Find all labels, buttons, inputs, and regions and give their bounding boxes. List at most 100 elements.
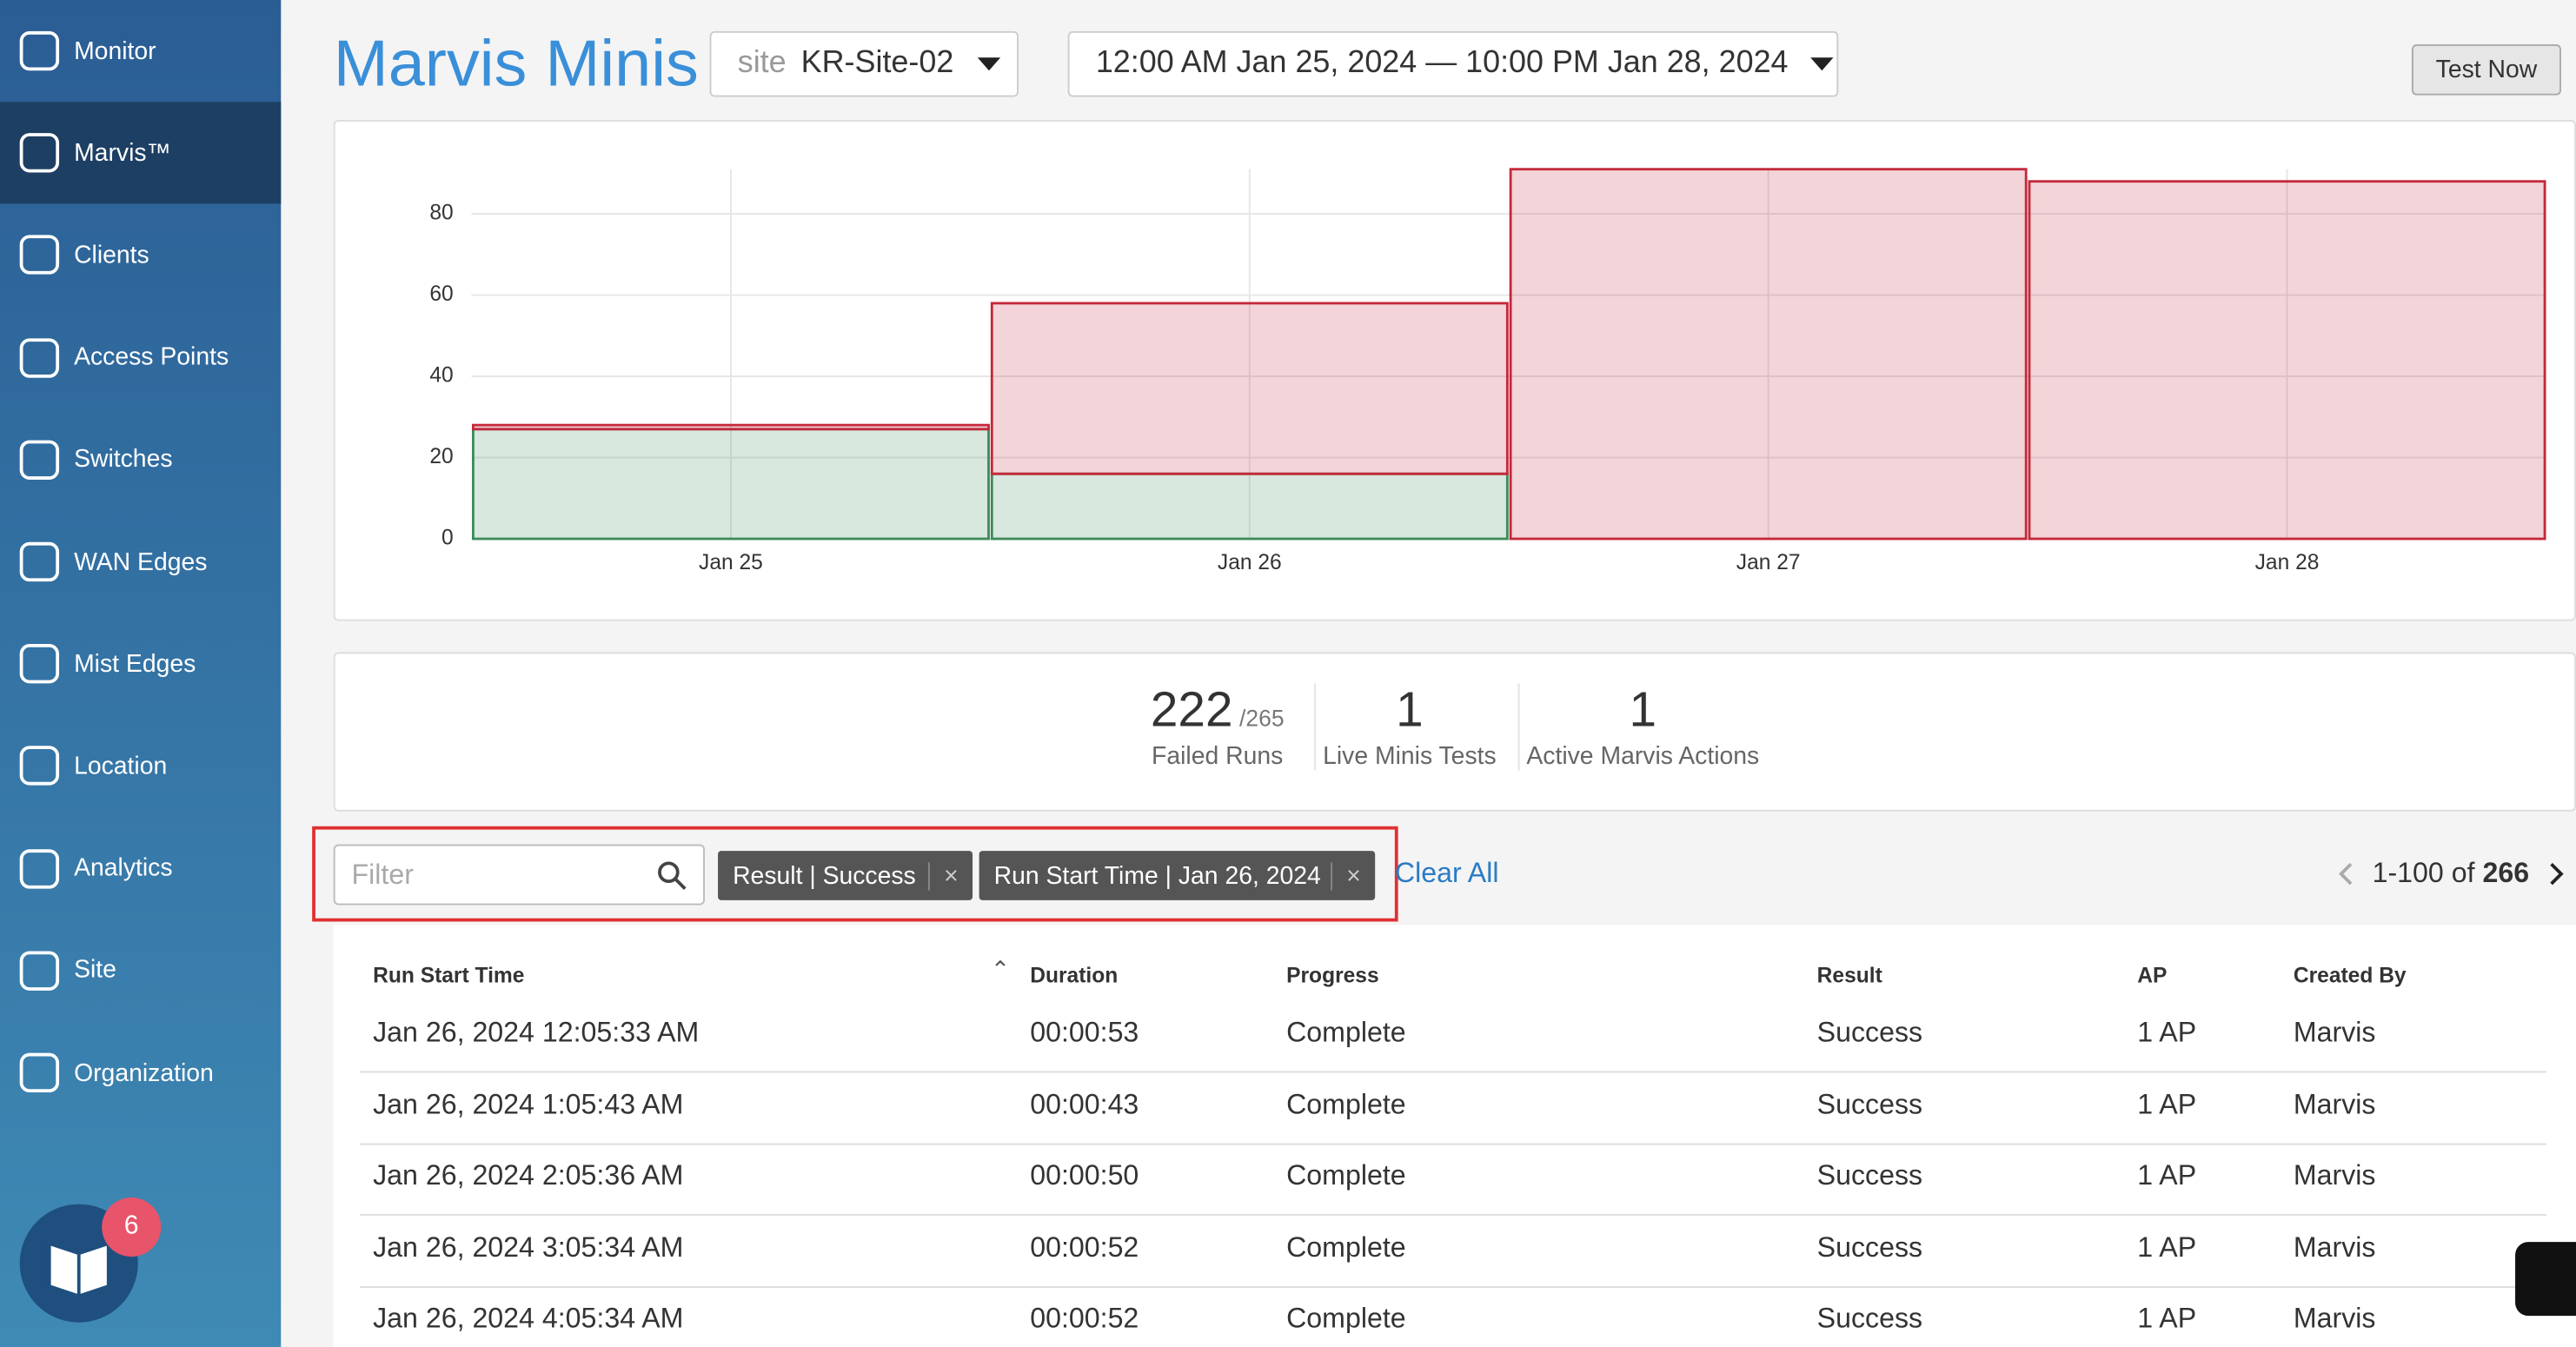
stat-value-row: 222/265 bbox=[1150, 683, 1285, 739]
cell: Success bbox=[1816, 1017, 1923, 1049]
nav-item[interactable]: Marvis™ bbox=[0, 102, 282, 204]
icon-shape bbox=[19, 848, 60, 888]
nav-icon bbox=[19, 951, 60, 991]
column-header[interactable]: Duration bbox=[1030, 962, 1119, 988]
nav-label: Access Points bbox=[74, 343, 229, 372]
filter-chip: Result | Success × bbox=[718, 851, 973, 900]
cell: Jan 26, 2024 1:05:43 AM bbox=[373, 1088, 684, 1120]
y-tick-label: 60 bbox=[429, 282, 453, 306]
column-header[interactable]: Run Start Time bbox=[373, 962, 525, 988]
stats-panel: 222/265 Failed Runs 1 Live Minis Tests 1 Acti… bbox=[333, 652, 2576, 812]
nav-item[interactable]: Switches bbox=[0, 408, 281, 510]
y-tick-label: 20 bbox=[429, 445, 453, 468]
nav-label: Analytics bbox=[74, 854, 173, 883]
nav-label: Location bbox=[74, 752, 168, 780]
site-dropdown[interactable]: site KR-Site-02 bbox=[709, 30, 1019, 97]
badge: 6 bbox=[102, 1198, 162, 1257]
nav-icon bbox=[19, 746, 60, 786]
filter-input[interactable]: Filter bbox=[333, 844, 705, 906]
prev-page[interactable] bbox=[2336, 861, 2356, 887]
filter-placeholder: Filter bbox=[351, 858, 414, 890]
cell: Complete bbox=[1286, 1159, 1406, 1191]
stat: 222/265 Failed Runs bbox=[1150, 683, 1285, 770]
date-range-dropdown[interactable]: 12:00 AM Jan 25, 2024 — 10:00 PM Jan 28,… bbox=[1067, 30, 1839, 97]
chip-remove[interactable]: × bbox=[1331, 861, 1375, 890]
icon-shape bbox=[19, 30, 60, 71]
nav-item[interactable]: Site bbox=[0, 919, 281, 1021]
cell: Jan 26, 2024 12:05:33 AM bbox=[373, 1017, 700, 1049]
cell: Jan 26, 2024 3:05:34 AM bbox=[373, 1231, 684, 1263]
chat-button[interactable] bbox=[2515, 1242, 2576, 1317]
chip-remove[interactable]: × bbox=[928, 861, 973, 890]
row-divider bbox=[359, 1213, 2546, 1216]
nav-label: Organization bbox=[74, 1058, 214, 1087]
nav-label: Clients bbox=[74, 241, 149, 269]
y-tick-label: 80 bbox=[429, 202, 453, 225]
caret bbox=[976, 57, 1000, 71]
chip-label: Run Start Time | Jan 26, 2024 bbox=[993, 861, 1321, 890]
nav-item[interactable]: Mist Edges bbox=[0, 613, 281, 714]
bar-segment bbox=[1509, 168, 2028, 541]
cell: 00:00:43 bbox=[1030, 1088, 1139, 1120]
bar-segment bbox=[471, 428, 990, 541]
cell: 1 AP bbox=[2137, 1231, 2197, 1263]
cell: Marvis bbox=[2293, 1159, 2376, 1191]
nav-icon bbox=[19, 337, 60, 378]
page-range: 1-100 of bbox=[2372, 857, 2475, 889]
nav-item[interactable]: Location bbox=[0, 715, 281, 817]
icon-shape bbox=[19, 951, 60, 991]
table-panel bbox=[333, 925, 2576, 1347]
search-icon bbox=[658, 860, 687, 890]
chart: 0 20 40 60 80 Jan 25 Jan 26 Jan 27 Jan 28 bbox=[429, 168, 2546, 574]
bar-segment bbox=[2028, 180, 2546, 541]
nav-label: Switches bbox=[74, 445, 173, 474]
cell: 00:00:53 bbox=[1030, 1017, 1139, 1049]
stat-value: 222 bbox=[1150, 683, 1233, 738]
stat-value-row: 1 bbox=[1520, 683, 1767, 739]
nav-item[interactable]: Access Points bbox=[0, 307, 281, 408]
nav-icon bbox=[19, 30, 60, 71]
x-tick-label: Jan 27 bbox=[1736, 551, 1801, 574]
nav-item[interactable]: WAN Edges bbox=[0, 511, 281, 613]
column-header[interactable]: Created By bbox=[2293, 962, 2407, 988]
x-tick-label: Jan 28 bbox=[2255, 551, 2320, 574]
cell: 1 AP bbox=[2137, 1017, 2197, 1049]
cell: Marvis bbox=[2293, 1231, 2376, 1263]
nav-label: WAN Edges bbox=[74, 547, 208, 576]
cell: Complete bbox=[1286, 1017, 1406, 1049]
chip-label: Result | Success bbox=[733, 861, 916, 890]
bar-segment bbox=[990, 302, 1509, 475]
next-page[interactable] bbox=[2546, 861, 2566, 887]
y-tick-label: 40 bbox=[429, 364, 453, 388]
nav-icon bbox=[19, 1052, 60, 1093]
site-value: KR-Site-02 bbox=[800, 45, 954, 81]
cell: Success bbox=[1816, 1303, 1923, 1334]
icon-shape bbox=[19, 440, 60, 480]
column-header[interactable]: Result bbox=[1816, 962, 1882, 988]
cell: Success bbox=[1816, 1231, 1923, 1263]
column-header[interactable]: Progress bbox=[1286, 962, 1379, 988]
nav-icon bbox=[19, 644, 60, 684]
stat-label: Active Marvis Actions bbox=[1526, 742, 1760, 771]
clear-all[interactable]: Clear All bbox=[1394, 857, 1499, 889]
cell: 00:00:50 bbox=[1030, 1159, 1139, 1191]
nav-item[interactable]: Clients bbox=[0, 204, 281, 306]
nav-icon bbox=[19, 236, 60, 275]
bar-segment bbox=[471, 423, 990, 431]
column-header[interactable]: AP bbox=[2137, 962, 2168, 988]
cell: Complete bbox=[1286, 1231, 1406, 1263]
y-tick-label: 0 bbox=[442, 527, 454, 550]
filter-chip: Run Start Time | Jan 26, 2024 × bbox=[979, 851, 1376, 900]
x-tick-label: Jan 26 bbox=[1218, 551, 1282, 574]
icon-shape bbox=[19, 541, 60, 582]
test-now-button[interactable]: Test Now bbox=[2411, 44, 2561, 96]
icon-shape bbox=[19, 644, 60, 684]
sort-icon: ⌃ bbox=[990, 956, 1011, 983]
nav-item[interactable]: Analytics bbox=[0, 818, 281, 919]
page-total: 266 bbox=[2482, 857, 2530, 889]
nav-item[interactable]: Monitor bbox=[0, 0, 281, 102]
nav-item[interactable]: Organization bbox=[0, 1022, 281, 1124]
stat-label: Failed Runs bbox=[1152, 742, 1284, 771]
